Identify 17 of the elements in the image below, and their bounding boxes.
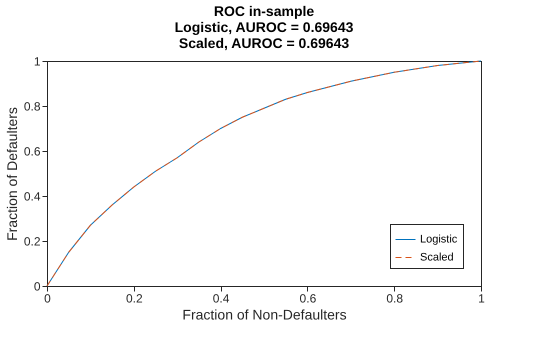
x-tick-label: 0 <box>44 292 52 306</box>
y-tick-label: 0.6 <box>24 144 41 158</box>
y-tick-label: 0 <box>34 280 41 294</box>
x-tick-label: 0.8 <box>386 292 404 306</box>
y-tick-label: 0.2 <box>24 234 41 248</box>
x-tick-label: 0.4 <box>212 292 230 306</box>
x-tick-label: 0.2 <box>126 292 143 306</box>
y-tick-label: 0.8 <box>24 100 41 114</box>
legend-label: Logistic <box>420 234 458 246</box>
legend-label: Scaled <box>420 252 454 264</box>
x-axis-title: Fraction of Non-Defaulters <box>182 306 347 322</box>
y-axis-title: Fraction of Defaulters <box>4 107 20 241</box>
x-tick-label: 0.6 <box>300 292 317 306</box>
y-tick-label: 1 <box>34 54 41 68</box>
chart-title: ROC in-sample Logistic, AUROC = 0.69643 Scaled, AUROC = 0.69643 <box>174 3 354 51</box>
y-tick-label: 0.4 <box>24 190 41 204</box>
x-tick-label: 1 <box>478 292 486 306</box>
